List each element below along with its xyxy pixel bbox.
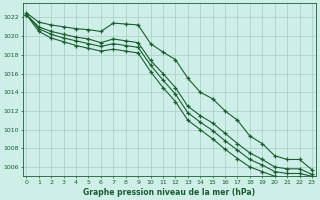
- X-axis label: Graphe pression niveau de la mer (hPa): Graphe pression niveau de la mer (hPa): [83, 188, 255, 197]
